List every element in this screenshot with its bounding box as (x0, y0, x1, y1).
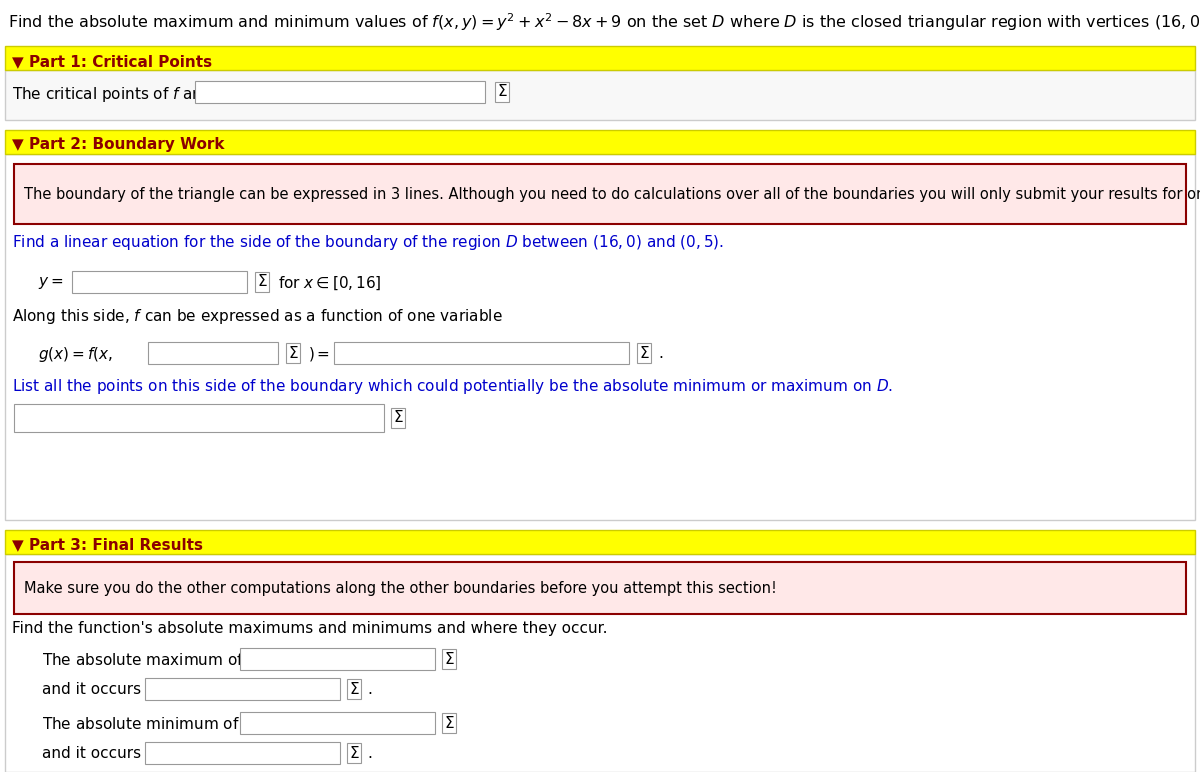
Bar (148, 342, 278, 364)
Text: Along this side, $f$ can be expressed as a function of one variable: Along this side, $f$ can be expressed as… (12, 306, 503, 326)
Text: .: . (367, 747, 372, 761)
Bar (5, 530, 1195, 554)
Bar (145, 742, 340, 764)
Text: Σ: Σ (640, 346, 649, 361)
Bar (240, 712, 436, 734)
Text: List all the points on this side of the boundary which could potentially be the : List all the points on this side of the … (12, 378, 893, 397)
Text: The absolute minimum of $f$ is:: The absolute minimum of $f$ is: (42, 716, 270, 732)
Bar (240, 648, 436, 670)
Text: Σ: Σ (444, 716, 454, 730)
Bar (14, 164, 1186, 224)
Text: Σ: Σ (349, 682, 359, 696)
Bar (5, 554, 1195, 772)
Text: Find the function's absolute maximums and minimums and where they occur.: Find the function's absolute maximums an… (12, 621, 607, 635)
Text: Σ: Σ (497, 84, 506, 100)
Bar (14, 562, 1186, 614)
Bar (194, 81, 485, 103)
Text: .: . (367, 682, 372, 697)
Bar (334, 342, 629, 364)
Text: The absolute maximum of $f$ is:: The absolute maximum of $f$ is: (42, 652, 275, 668)
Text: Σ: Σ (288, 346, 298, 361)
Text: Σ: Σ (257, 275, 266, 290)
Text: The critical points of $f$ are:: The critical points of $f$ are: (12, 86, 212, 104)
Bar (5, 130, 1195, 154)
Text: $y = $: $y = $ (38, 275, 64, 291)
Bar (5, 154, 1195, 520)
Text: Σ: Σ (444, 652, 454, 666)
Text: $)=$: $)=$ (308, 345, 330, 363)
Bar (14, 404, 384, 432)
Text: The boundary of the triangle can be expressed in 3 lines. Although you need to d: The boundary of the triangle can be expr… (24, 188, 1200, 202)
Text: Σ: Σ (349, 746, 359, 760)
Bar (145, 678, 340, 700)
Text: ▼ Part 2: Boundary Work: ▼ Part 2: Boundary Work (12, 137, 224, 153)
Text: Make sure you do the other computations along the other boundaries before you at: Make sure you do the other computations … (24, 581, 776, 597)
Text: Find the absolute maximum and minimum values of $f(x, y) = y^2 + x^2 - 8x + 9$ o: Find the absolute maximum and minimum va… (8, 11, 1200, 33)
Bar (72, 271, 247, 293)
Text: Σ: Σ (394, 411, 403, 425)
Bar (5, 46, 1195, 70)
Text: for $x \in [0, 16]$: for $x \in [0, 16]$ (278, 274, 382, 292)
Text: Find a linear equation for the side of the boundary of the region $D$ between $(: Find a linear equation for the side of t… (12, 232, 724, 252)
Text: .: . (658, 347, 662, 361)
Text: ▼ Part 3: Final Results: ▼ Part 3: Final Results (12, 537, 203, 553)
Text: $g(x) = f(x,$: $g(x) = f(x,$ (38, 344, 113, 364)
Text: and it occurs at: and it occurs at (42, 682, 161, 697)
Text: ▼ Part 1: Critical Points: ▼ Part 1: Critical Points (12, 55, 212, 69)
Text: and it occurs at: and it occurs at (42, 747, 161, 761)
Bar (5, 70, 1195, 120)
